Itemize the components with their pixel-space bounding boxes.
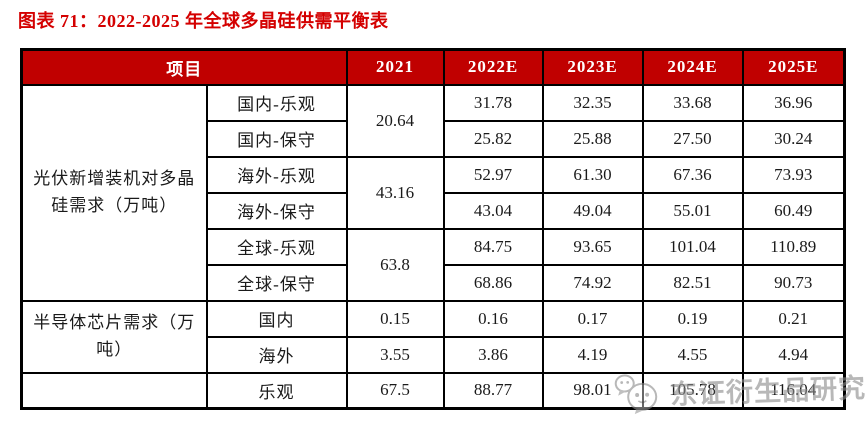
table-row: 全球-保守 68.86 74.92 82.51 90.73 [22,263,846,302]
value-cell: 84.75 [442,227,544,266]
value-cell: 27.50 [641,119,744,158]
value-cell: 43.04 [442,191,544,230]
value-cell: 90.73 [741,263,846,302]
header-cell-item: 项目 [20,48,348,86]
value-cell: 82.51 [641,263,744,302]
row-label: 海外-乐观 [205,155,348,194]
header-cell-2021: 2021 [345,48,445,86]
value-cell: 36.96 [741,83,846,122]
row-label: 全球-保守 [205,263,348,302]
value-cell: 30.24 [741,119,846,158]
value-cell: 0.19 [641,299,744,338]
row-label: 国内-保守 [205,119,348,158]
value-cell: 4.94 [741,335,846,374]
value-cell: 0.21 [741,299,846,338]
value-cell: 98.01 [541,371,644,410]
value-cell: 32.35 [541,83,644,122]
value-cell: 88.77 [442,371,544,410]
value-cell-2021-merged: 63.8 [345,227,445,302]
category-cell-pv-demand: 光伏新增装机对多晶硅需求（万吨） [20,83,208,302]
value-cell: 3.55 [345,335,445,374]
header-cell-2023e: 2023E [541,48,644,86]
row-label: 全球-乐观 [205,227,348,266]
table-row: 光伏新增装机对多晶硅需求（万吨） 国内-乐观 20.64 31.78 32.35… [20,83,846,302]
value-cell: 105.78 [641,371,744,410]
row-label: 乐观 [205,371,348,410]
table-row: 全球-乐观 63.8 84.75 93.65 101.04 110.89 [22,227,846,302]
value-cell: 67.36 [641,155,744,194]
value-cell: 110.89 [741,227,846,266]
value-cell: 25.82 [442,119,544,158]
value-cell: 116.04 [741,371,846,410]
value-cell: 0.16 [442,299,544,338]
header-cell-2025e: 2025E [741,48,846,86]
value-cell: 3.86 [442,335,544,374]
table-row: 半导体芯片需求（万吨） 国内 0.15 0.16 0.17 0.19 0.21 [20,299,846,374]
value-cell: 25.88 [541,119,644,158]
value-cell: 74.92 [541,263,644,302]
table-row: 国内-保守 25.82 25.88 27.50 30.24 [22,119,846,158]
value-cell: 33.68 [641,83,744,122]
row-label: 国内-乐观 [205,83,348,122]
figure-title: 图表 71：2022-2025 年全球多晶硅供需平衡表 [18,11,389,31]
table-row: 海外-保守 43.04 49.04 55.01 60.49 [22,191,846,230]
table-row: 海外-乐观 43.16 52.97 61.30 67.36 73.93 [22,155,846,230]
table-row: 海外 3.55 3.86 4.19 4.55 4.94 [22,335,846,374]
value-cell-2021-merged: 43.16 [345,155,445,230]
value-cell: 52.97 [442,155,544,194]
row-label: 国内 [205,299,348,338]
table-row: 乐观 67.5 88.77 98.01 105.78 116.04 [20,371,846,410]
value-cell: 73.93 [741,155,846,194]
value-cell: 0.17 [541,299,644,338]
value-cell: 93.65 [541,227,644,266]
header-cell-2024e: 2024E [641,48,744,86]
row-label: 海外 [205,335,348,374]
value-cell: 0.15 [345,299,445,338]
category-cell-empty [20,371,208,410]
value-cell: 4.55 [641,335,744,374]
value-cell: 68.86 [442,263,544,302]
value-cell: 101.04 [641,227,744,266]
value-cell-2021-merged: 20.64 [345,83,445,158]
value-cell: 61.30 [541,155,644,194]
value-cell: 60.49 [741,191,846,230]
header-cell-2022e: 2022E [442,48,544,86]
value-cell: 31.78 [442,83,544,122]
header-row: 项目 2021 2022E 2023E 2024E 2025E [20,48,846,86]
row-label: 海外-保守 [205,191,348,230]
supply-demand-table: 项目 2021 2022E 2023E 2024E 2025E 光伏新增装机对多… [20,48,846,410]
value-cell: 4.19 [541,335,644,374]
category-cell-semiconductor-demand: 半导体芯片需求（万吨） [20,299,208,374]
value-cell: 49.04 [541,191,644,230]
value-cell: 67.5 [345,371,445,410]
value-cell: 55.01 [641,191,744,230]
